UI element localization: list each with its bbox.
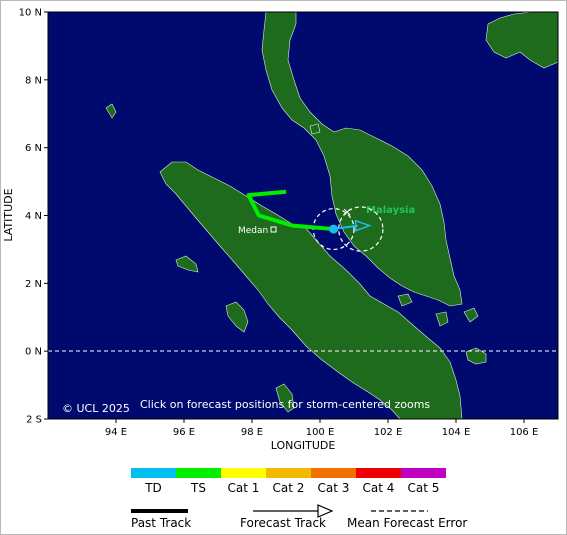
lon-tick-label: 98 E xyxy=(241,427,263,438)
borneo-landmass xyxy=(485,12,558,69)
lon-tick-label: 106 E xyxy=(510,427,539,438)
legend-swatch xyxy=(131,468,176,478)
lat-tick-label: 6 N xyxy=(25,143,42,154)
malaysia-country-label: Malaysia xyxy=(366,205,415,216)
bangka-island xyxy=(465,347,487,365)
lat-tick-label: 10 N xyxy=(19,8,42,19)
plot-border xyxy=(47,11,559,420)
legend-swatch-label: Cat 1 xyxy=(228,481,260,495)
forecast-hint-label[interactable]: Click on forecast positions for storm-ce… xyxy=(140,398,430,411)
latitude-ticks: 10 N 8 N 6 N 4 N 2 N 0 N 2 S xyxy=(19,8,48,426)
mentawai-island xyxy=(275,383,295,413)
y-axis-title: LATITUDE xyxy=(2,188,15,241)
legend-swatch-label: Cat 2 xyxy=(273,481,305,495)
forecast-track-key-arrow xyxy=(317,504,334,518)
small-island-b xyxy=(463,307,479,323)
legend-swatch xyxy=(266,468,311,478)
lon-tick-label: 102 E xyxy=(374,427,403,438)
longitude-ticks: 94 E 96 E 98 E 100 E 102 E 104 E 106 E xyxy=(105,419,538,438)
malay-peninsula-landmass xyxy=(261,12,463,307)
small-island-a xyxy=(105,103,117,119)
lon-tick-label: 100 E xyxy=(306,427,335,438)
legend-swatch-label: TD xyxy=(144,481,162,495)
intensity-legend: TD TS Cat 1 Cat 2 Cat 3 Cat 4 Cat 5 xyxy=(131,468,446,495)
lat-tick-label: 2 N xyxy=(25,279,42,290)
lon-tick-label: 94 E xyxy=(105,427,127,438)
legend-swatch-label: Cat 4 xyxy=(363,481,395,495)
small-island-c xyxy=(435,311,449,327)
lat-tick-label: 2 S xyxy=(26,415,42,426)
mean-error-circle xyxy=(338,206,384,252)
legend-swatch xyxy=(356,468,401,478)
forecast-track-key-label: Forecast Track xyxy=(240,516,326,530)
medan-city-label: Medan xyxy=(238,226,268,236)
legend-swatch xyxy=(176,468,221,478)
legend-swatch xyxy=(221,468,266,478)
lon-tick-label: 104 E xyxy=(442,427,471,438)
lon-tick-label: 96 E xyxy=(173,427,195,438)
forecast-position-marker xyxy=(343,208,351,216)
lat-tick-label: 8 N xyxy=(25,75,42,86)
legend-swatch-label: Cat 5 xyxy=(408,481,440,495)
past-track-key-label: Past Track xyxy=(131,516,191,530)
medan-city-marker xyxy=(270,226,277,233)
small-island-e xyxy=(309,123,321,135)
copyright-label: © UCL 2025 xyxy=(62,402,130,415)
lat-tick-label: 0 N xyxy=(25,347,42,358)
sumatra-landmass xyxy=(159,161,463,419)
storm-track-layer xyxy=(246,189,384,252)
lat-tick-label: 4 N xyxy=(25,211,42,222)
forecast-arrow-head xyxy=(354,219,372,232)
legend-swatch xyxy=(401,468,446,478)
legend-swatch-label: Cat 3 xyxy=(318,481,350,495)
nias-island xyxy=(225,301,249,333)
land-layer xyxy=(105,12,558,419)
legend-swatch-label: TS xyxy=(190,481,206,495)
past-track-line xyxy=(246,189,334,232)
current-storm-position[interactable] xyxy=(329,224,339,234)
simeulue-island xyxy=(175,255,199,273)
small-island-d xyxy=(397,293,413,307)
legend-swatch xyxy=(311,468,356,478)
mean-error-key-label: Mean Forecast Error xyxy=(347,516,467,530)
x-axis-title: LONGITUDE xyxy=(271,439,336,452)
